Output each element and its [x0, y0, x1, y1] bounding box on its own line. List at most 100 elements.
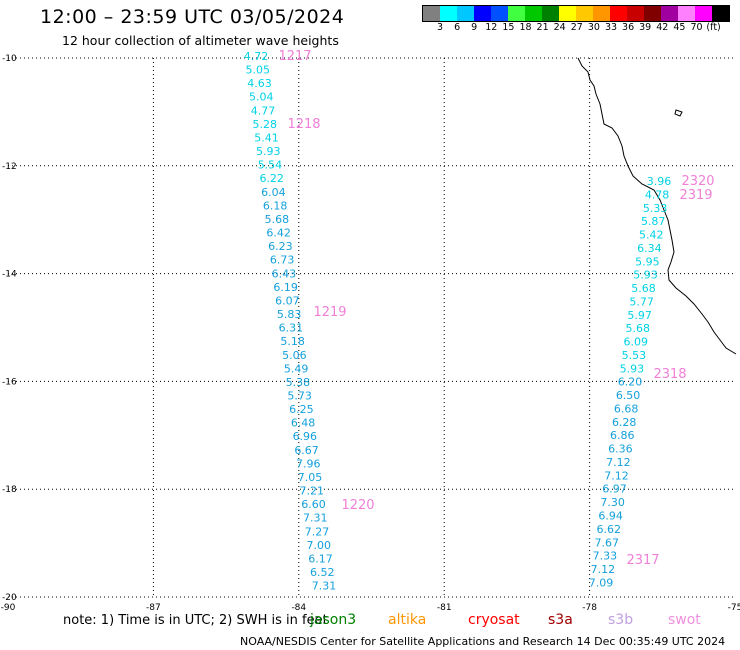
wave-height-value: 7.33	[593, 550, 618, 563]
wave-height-value: 6.68	[614, 402, 639, 415]
wave-height-value: 4.63	[247, 77, 272, 90]
color-swatch	[644, 6, 661, 21]
wave-height-value: 5.97	[627, 309, 652, 322]
wave-height-value: 4.78	[645, 188, 670, 201]
latitude-tick-label: -10	[2, 54, 17, 64]
wave-height-value: 7.67	[595, 536, 620, 549]
wave-height-value: 6.04	[261, 186, 286, 199]
color-swatch	[712, 6, 729, 21]
wave-height-value: 5.77	[629, 295, 654, 308]
wave-height-value: 4.77	[251, 104, 276, 117]
wave-height-value: 6.52	[310, 566, 335, 579]
wave-height-value: 7.96	[296, 457, 321, 470]
wave-height-value: 5.28	[252, 118, 277, 131]
wave-height-value: 5.68	[625, 322, 650, 335]
color-swatch	[474, 6, 491, 21]
satellite-swot: swot	[668, 612, 701, 628]
longitude-tick-label: -75	[728, 603, 740, 613]
map-subtitle: 12 hour collection of altimeter wave hei…	[62, 33, 339, 48]
wave-height-value: 5.93	[256, 145, 281, 158]
wave-height-value: 6.42	[266, 227, 291, 240]
color-legend-label: 6	[454, 22, 461, 33]
wave-height-value: 7.09	[589, 576, 614, 589]
color-swatch	[525, 6, 542, 21]
wave-height-value: 6.18	[263, 199, 288, 212]
color-swatch	[678, 6, 695, 21]
wave-height-value: 5.93	[620, 362, 645, 375]
wave-height-value: 6.60	[301, 498, 326, 511]
longitude-tick-label: -87	[146, 603, 161, 613]
satellite-cryosat: cryosat	[468, 612, 520, 628]
wave-height-value: 6.73	[270, 254, 295, 267]
color-legend-label: 30	[587, 22, 600, 33]
wave-height-value: 5.68	[631, 282, 656, 295]
wave-height-value: 6.62	[596, 523, 621, 536]
color-legend-label: 3	[436, 22, 444, 33]
wave-height-value: 7.00	[307, 539, 332, 552]
color-swatch	[559, 6, 576, 21]
wave-height-value: 7.12	[606, 456, 631, 469]
wave-height-value: 5.42	[639, 229, 664, 242]
color-swatch	[627, 6, 644, 21]
color-swatch	[423, 6, 440, 21]
color-legend-label: 21	[536, 22, 549, 33]
wave-height-value: 6.34	[637, 242, 662, 255]
wave-height-value: 6.31	[279, 322, 304, 335]
wave-height-value: 6.28	[612, 416, 637, 429]
wave-height-value: 5.05	[245, 64, 270, 77]
color-legend-label: 36	[622, 22, 635, 33]
map-title: 12:00 – 23:59 UTC 03/05/2024	[40, 6, 345, 28]
wave-height-value: 7.05	[298, 471, 323, 484]
color-swatch	[661, 6, 678, 21]
satellite-jason3: jason3	[310, 612, 357, 628]
wave-height-value: 5.93	[633, 269, 658, 282]
wave-height-value: 7.30	[600, 496, 625, 509]
wave-height-value: 5.38	[286, 376, 311, 389]
wave-height-value: 7.31	[312, 580, 337, 593]
wave-height-value: 6.17	[308, 552, 333, 565]
satellite-altika: altika	[388, 612, 427, 628]
longitude-tick-label: -81	[437, 603, 452, 613]
pass-time-label: 2317	[626, 553, 659, 568]
wave-height-value: 5.18	[280, 335, 305, 348]
wave-height-value: 5.87	[641, 215, 666, 228]
latitude-tick-label: -20	[2, 593, 17, 603]
wave-height-value: 6.50	[616, 389, 641, 402]
pass-time-label: 2320	[681, 174, 714, 189]
color-legend-label: 27	[570, 22, 583, 33]
color-swatch	[576, 6, 593, 21]
wave-height-value: 3.96	[647, 175, 672, 188]
color-swatch	[491, 6, 508, 21]
color-swatch	[542, 6, 559, 21]
color-swatch	[593, 6, 610, 21]
longitude-tick-label: -90	[1, 603, 16, 613]
wave-height-value: 7.12	[604, 469, 629, 482]
wave-height-value: 6.07	[275, 294, 300, 307]
wave-height-value: 7.27	[305, 525, 330, 538]
color-legend-label: 12	[485, 22, 498, 33]
island-outline	[674, 109, 683, 117]
longitude-tick-label: -84	[291, 603, 306, 613]
color-legend-label: (ft)	[706, 22, 721, 33]
color-swatch	[695, 6, 712, 21]
color-swatch	[508, 6, 525, 21]
wave-height-value: 5.68	[265, 213, 290, 226]
footer-note: note: 1) Time is in UTC; 2) SWH is in fe…	[63, 613, 328, 628]
wave-height-value: 5.95	[635, 255, 660, 268]
color-legend-label: 42	[656, 22, 669, 33]
wave-height-value: 6.25	[289, 403, 314, 416]
color-legend-label: 70	[690, 22, 703, 33]
pass-time-label: 1218	[287, 117, 320, 132]
color-legend-label: 15	[502, 22, 515, 33]
color-legend-label: 24	[553, 22, 566, 33]
wave-height-value: 5.06	[282, 349, 307, 362]
coastline	[577, 57, 737, 355]
latitude-tick-label: -14	[2, 270, 17, 280]
color-legend-label: 9	[471, 22, 478, 33]
wave-height-value: 7.31	[303, 512, 328, 525]
wave-height-value: 6.09	[624, 336, 649, 349]
wave-height-value: 4.72	[244, 50, 269, 63]
wave-height-value: 6.94	[598, 510, 623, 523]
wave-height-value: 6.36	[608, 443, 633, 456]
color-legend-label: 39	[639, 22, 652, 33]
